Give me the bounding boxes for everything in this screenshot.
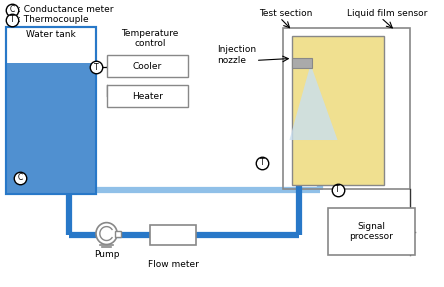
Text: Signal
processor: Signal processor [349, 222, 393, 241]
FancyBboxPatch shape [292, 36, 384, 185]
FancyBboxPatch shape [150, 225, 196, 245]
FancyBboxPatch shape [107, 85, 188, 107]
Text: C: C [17, 173, 23, 182]
Text: Water tank: Water tank [26, 30, 76, 39]
Text: Pump: Pump [94, 250, 119, 259]
Text: Temperature
control: Temperature control [121, 29, 178, 48]
Text: Injection
nozzle: Injection nozzle [217, 45, 256, 65]
Text: Liquid film sensor: Liquid film sensor [347, 9, 428, 18]
Text: : Conductance meter: : Conductance meter [18, 5, 114, 14]
Text: T: T [335, 185, 340, 194]
FancyBboxPatch shape [107, 55, 188, 77]
FancyBboxPatch shape [328, 208, 415, 255]
Text: T: T [94, 63, 98, 72]
Text: T: T [260, 158, 265, 167]
Text: : Thermocouple: : Thermocouple [18, 15, 89, 24]
FancyBboxPatch shape [7, 27, 96, 194]
FancyBboxPatch shape [7, 63, 96, 194]
Polygon shape [289, 64, 337, 140]
Circle shape [96, 223, 117, 245]
FancyBboxPatch shape [115, 230, 121, 236]
Text: C: C [10, 5, 15, 14]
Text: T: T [10, 15, 15, 24]
Text: Heater: Heater [132, 92, 163, 101]
FancyBboxPatch shape [292, 59, 312, 68]
Text: Cooler: Cooler [133, 62, 162, 71]
Text: Test section: Test section [259, 9, 312, 18]
Text: Flow meter: Flow meter [147, 260, 198, 269]
